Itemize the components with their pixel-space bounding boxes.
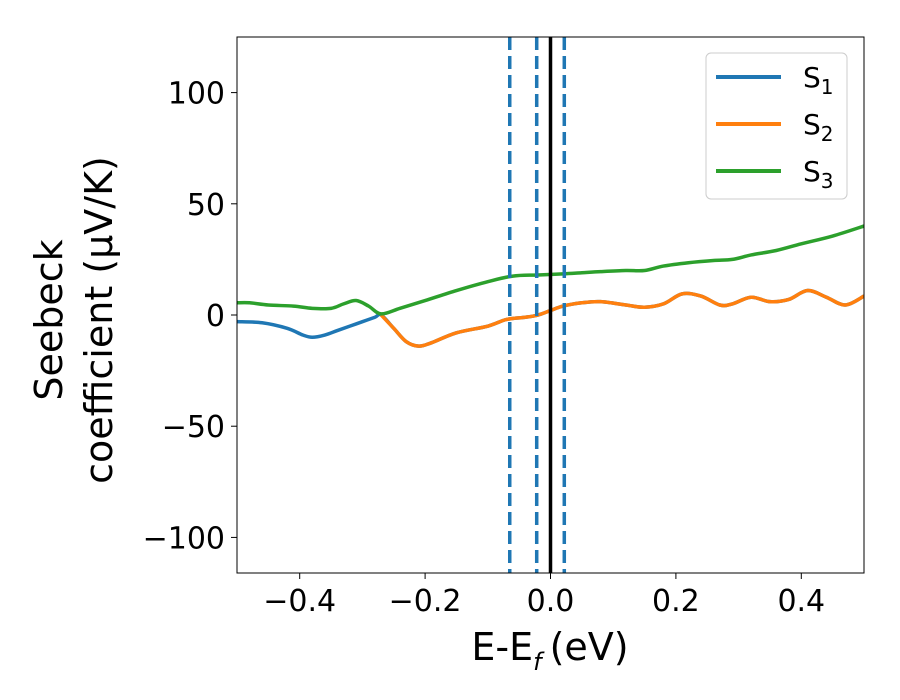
x-tick-label: 0.4 — [777, 584, 825, 619]
y-axis-title-line2: coefficient (μV/K) — [77, 156, 121, 484]
x-tick-label: −0.2 — [389, 584, 462, 619]
legend: S1 S2 S3 — [705, 52, 848, 200]
y-axis-title-line1: Seebeck — [27, 239, 71, 400]
legend-label-s3: S3 — [803, 155, 834, 193]
x-tick-label: −0.4 — [263, 584, 336, 619]
y-tick-label: 50 — [187, 188, 225, 223]
series-line-s2 — [379, 288, 864, 348]
y-tick-label: −100 — [143, 521, 225, 556]
x-axis-title-unit: (eV) — [550, 625, 629, 669]
x-tick-label: 0.0 — [527, 584, 575, 619]
series-layer — [237, 224, 864, 348]
x-tick-label: 0.2 — [652, 584, 700, 619]
y-tick-label: 0 — [206, 299, 225, 334]
reference-lines — [507, 37, 567, 573]
y-tick-label: 100 — [168, 77, 225, 112]
axes: −0.4 −0.2 0.0 0.2 0.4 −100 −50 0 50 100 — [143, 77, 826, 619]
legend-label-s2: S2 — [803, 108, 834, 146]
x-axis-title: E-Ef (eV) — [471, 625, 628, 676]
legend-label-s1: S1 — [803, 61, 834, 99]
x-axis-title-sub: f — [533, 648, 545, 676]
x-axis-title-main: E-E — [471, 625, 533, 669]
series-line-s3 — [237, 224, 864, 316]
y-tick-label: −50 — [162, 410, 225, 445]
